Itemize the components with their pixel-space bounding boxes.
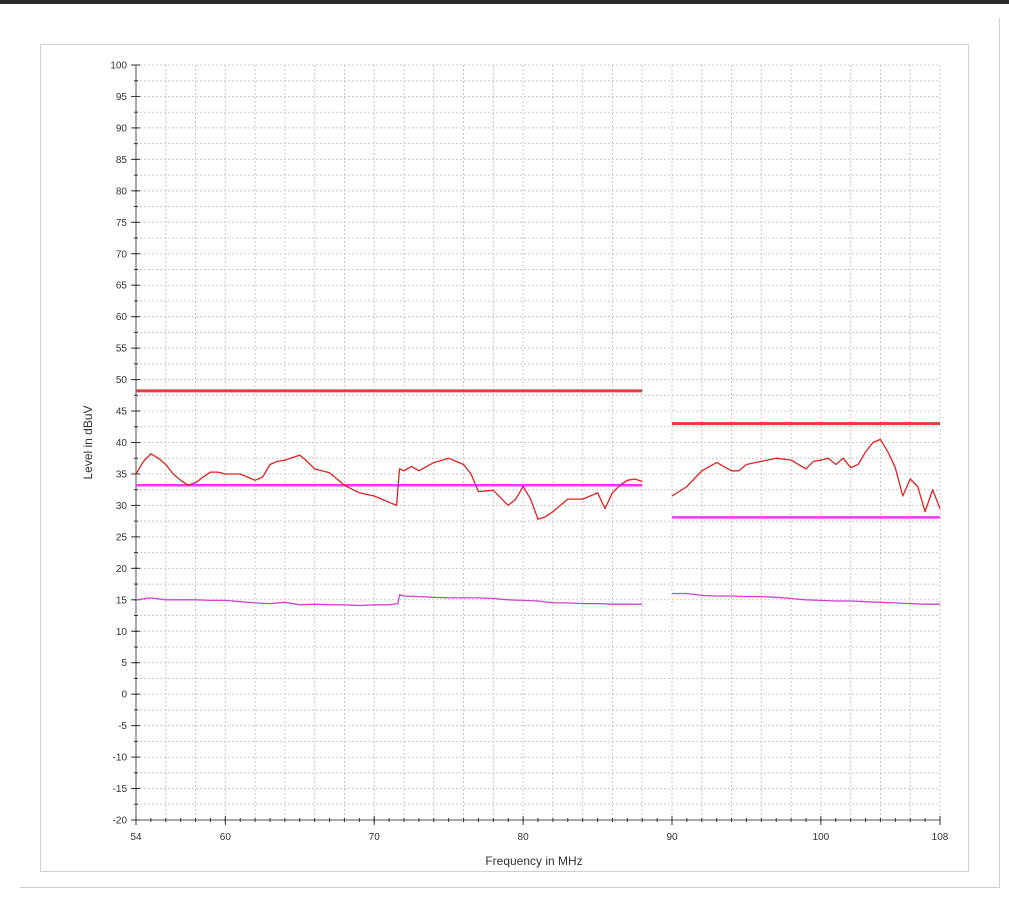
y-tick-label: 95 <box>116 92 128 103</box>
y-tick-label: -20 <box>113 816 128 827</box>
y-axis-title: Level in dBuV <box>81 405 95 479</box>
y-tick-label: 5 <box>121 658 127 669</box>
x-tick-label: 80 <box>518 832 530 843</box>
y-tick-label: 75 <box>116 218 128 229</box>
y-tick-label: 15 <box>116 595 128 606</box>
y-tick-label: 45 <box>116 407 128 418</box>
window-top-border <box>0 0 1009 4</box>
axes <box>131 64 941 825</box>
y-tick-label: -10 <box>113 753 128 764</box>
y-tick-label: 10 <box>116 627 128 638</box>
x-tick-label: 54 <box>130 832 142 843</box>
x-tick-label: 60 <box>220 832 232 843</box>
x-tick-label: 100 <box>813 832 830 843</box>
y-tick-label: 35 <box>116 469 128 480</box>
chart-panel <box>20 18 1000 888</box>
series-line-8 <box>672 592 940 605</box>
y-tick-label: 65 <box>116 281 128 292</box>
grid <box>135 64 941 821</box>
y-tick-label: 40 <box>116 438 128 449</box>
y-tick-label: 30 <box>116 501 128 512</box>
y-tick-label: 100 <box>110 61 127 72</box>
y-tick-label: 90 <box>116 123 128 134</box>
y-tick-label: 80 <box>116 186 128 197</box>
series-line-5 <box>135 453 643 520</box>
y-tick-label: 55 <box>116 344 128 355</box>
y-tick-label: 25 <box>116 532 128 543</box>
y-tick-label: 85 <box>116 155 128 166</box>
y-tick-label: 70 <box>116 249 128 260</box>
x-tick-label: 70 <box>369 832 381 843</box>
series-line-6 <box>671 438 941 513</box>
y-tick-label: 60 <box>116 312 128 323</box>
chart-frame <box>40 44 969 872</box>
x-tick-label: 90 <box>666 832 678 843</box>
tick-labels: 1009590858075706560555045403530252015105… <box>110 61 948 844</box>
x-axis-title: Frequency in MHz <box>485 854 582 868</box>
y-tick-label: 50 <box>116 375 128 386</box>
y-tick-label: 20 <box>116 564 128 575</box>
y-tick-label: -15 <box>113 784 128 795</box>
series-line-7 <box>135 594 643 607</box>
y-tick-label: 0 <box>121 690 127 701</box>
series-group <box>135 389 941 607</box>
y-tick-label: -5 <box>118 721 127 732</box>
x-tick-label: 108 <box>932 832 949 843</box>
